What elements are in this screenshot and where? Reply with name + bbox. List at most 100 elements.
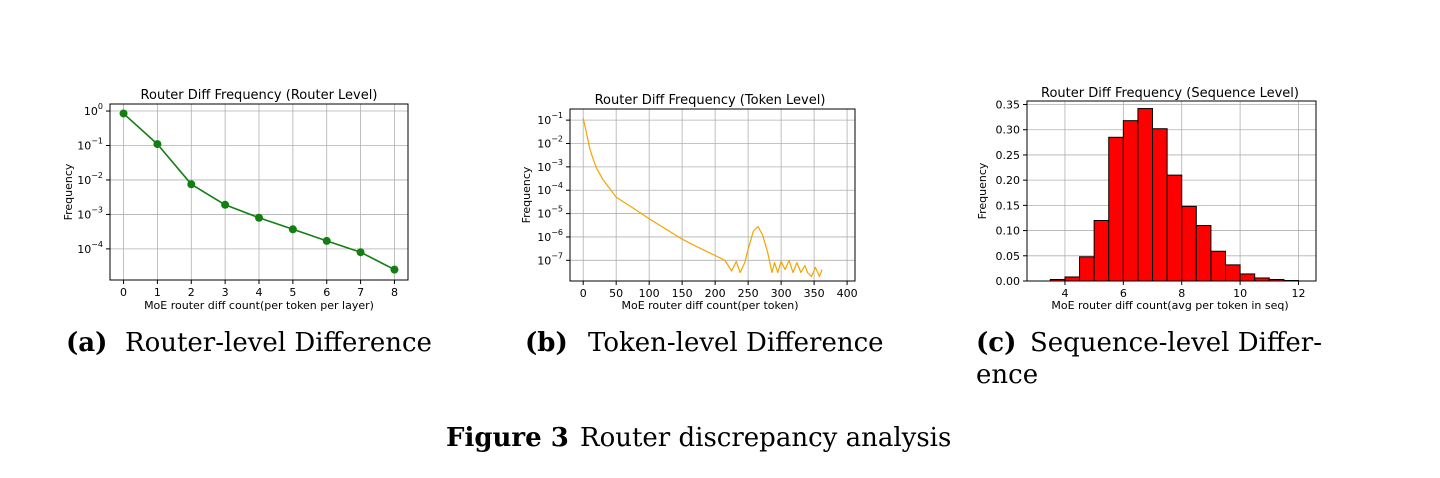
- sequence-y-tick-label: 0.30: [996, 124, 1021, 137]
- router-data-point: [119, 109, 128, 118]
- router-x-tick-label: 1: [154, 286, 161, 299]
- figure-caption-text: Router discrepancy analysis: [580, 423, 951, 453]
- sequence-histogram-bar: [1181, 205, 1197, 282]
- sequence-y-tick-label: 0.20: [996, 174, 1021, 187]
- sequence-histogram-bar: [1122, 120, 1139, 282]
- router-y-tick-label: 10−4: [77, 240, 103, 256]
- sequence-x-tick-label: 6: [1120, 287, 1127, 300]
- token-x-tick-label: 400: [837, 287, 858, 300]
- sequence-y-tick-label: 0.00: [996, 275, 1021, 288]
- router-x-tick-label: 6: [323, 286, 330, 299]
- token-y-tick-exponent: −1: [551, 111, 563, 120]
- sequence-histogram-bar: [1195, 225, 1212, 282]
- token-y-tick-base: 10: [537, 161, 551, 174]
- sequence-histogram-bar: [1210, 250, 1227, 282]
- token-y-tick-exponent: −2: [551, 135, 563, 144]
- token-y-tick-label: 10−6: [537, 228, 563, 244]
- token-y-tick-base: 10: [537, 231, 551, 244]
- router-x-tick-label: 2: [188, 286, 195, 299]
- token-plot-title: Router Diff Frequency (Token Level): [595, 93, 826, 108]
- router-data-point: [221, 200, 230, 209]
- sequence-histogram-bar: [1225, 264, 1241, 282]
- router-data-point: [356, 248, 365, 257]
- router-data-point: [390, 265, 399, 274]
- token-x-axis-label: MoE router diff count(per token): [621, 299, 798, 312]
- router-plot-title: Router Diff Frequency (Router Level): [141, 88, 378, 103]
- token-y-tick-label: 10−4: [537, 181, 563, 197]
- token-x-tick-label: 250: [738, 287, 759, 300]
- router-y-tick-exponent: −1: [91, 136, 103, 145]
- sequence-y-tick-label: 0.15: [996, 199, 1021, 212]
- sequence-y-tick-label: 0.05: [996, 250, 1021, 263]
- token-series-line: [582, 118, 823, 278]
- sequence-histogram-bar: [1064, 276, 1081, 282]
- router-y-axis-label: Frequency: [62, 163, 75, 220]
- router-y-tick-label: 10−3: [77, 205, 103, 221]
- caption-a-text: Router-level Difference: [125, 328, 432, 358]
- router-data-point: [255, 213, 263, 222]
- router-x-tick-label: 0: [120, 286, 127, 299]
- token-x-tick-label: 50: [609, 287, 623, 300]
- token-y-tick-exponent: −3: [551, 158, 563, 167]
- sequence-x-tick-label: 12: [1291, 287, 1305, 300]
- sequence-histogram-bar: [1166, 174, 1183, 282]
- router-data-point: [153, 140, 162, 149]
- router-y-tick-label: 10−1: [77, 136, 103, 152]
- router-y-tick-base: 10: [84, 105, 98, 118]
- token-plot-frame: [569, 108, 856, 282]
- router-x-tick-label: 7: [357, 286, 364, 299]
- sequence-histogram-bar: [1152, 128, 1168, 282]
- token-y-tick-exponent: −6: [551, 228, 563, 237]
- sequence-histogram-bar: [1093, 219, 1110, 282]
- panel-sequence-level: Router Diff Frequency (Sequence Level) 4…: [976, 86, 1317, 312]
- sequence-histogram-bar: [1239, 273, 1256, 282]
- caption-a-label: (a): [66, 328, 107, 358]
- token-y-tick-label: 10−1: [537, 111, 563, 127]
- router-x-tick-label: 4: [256, 286, 263, 299]
- router-y-tick-exponent: −3: [91, 205, 103, 214]
- caption-c-text-line1: Sequence-level Differ-: [1030, 328, 1322, 358]
- panel-token-level: Router Diff Frequency (Token Level) 0 50 1…: [520, 93, 858, 312]
- token-y-tick-base: 10: [537, 114, 551, 127]
- router-y-tick-base: 10: [77, 243, 91, 256]
- router-x-tick-label: 8: [391, 286, 398, 299]
- token-y-tick-base: 10: [537, 184, 551, 197]
- caption-b-label: (b): [525, 328, 568, 358]
- caption-b-text: Token-level Difference: [588, 328, 884, 358]
- token-x-tick-label: 350: [804, 287, 825, 300]
- sequence-histogram-bar: [1108, 136, 1124, 282]
- sequence-x-tick-label: 8: [1178, 287, 1185, 300]
- token-x-tick-label: 200: [705, 287, 726, 300]
- sequence-histogram-bar: [1079, 256, 1095, 282]
- router-y-tick-exponent: 0: [98, 102, 103, 111]
- sequence-y-tick-label: 0.10: [996, 225, 1021, 238]
- router-data-point: [288, 225, 297, 234]
- token-y-tick-label: 10−5: [537, 205, 563, 221]
- token-y-tick-label: 10−3: [537, 158, 563, 174]
- token-y-tick-label: 10−2: [537, 135, 563, 151]
- router-y-tick-exponent: −4: [91, 240, 103, 249]
- token-x-tick-label: 300: [771, 287, 792, 300]
- token-y-tick-base: 10: [537, 208, 551, 221]
- token-x-tick-label: 100: [639, 287, 660, 300]
- sequence-y-axis-label: Frequency: [976, 162, 989, 219]
- router-x-tick-label: 3: [222, 286, 229, 299]
- caption-c-text-line2: ence: [976, 360, 1038, 390]
- sequence-y-tick-label: 0.35: [996, 99, 1021, 112]
- sequence-x-tick-label: 4: [1061, 287, 1068, 300]
- sequence-y-tick-label: 0.25: [996, 149, 1021, 162]
- router-y-tick-base: 10: [77, 174, 91, 187]
- router-y-tick-label: 100: [84, 102, 103, 118]
- router-y-tick-label: 10−2: [77, 171, 103, 187]
- sequence-histogram-bar: [1137, 108, 1154, 282]
- token-y-tick-label: 10−7: [537, 251, 563, 267]
- sequence-x-tick-label: 10: [1233, 287, 1247, 300]
- router-x-tick-label: 5: [289, 286, 296, 299]
- token-y-tick-exponent: −7: [551, 251, 563, 260]
- sequence-plot-frame: [1026, 100, 1317, 282]
- router-data-point: [322, 236, 331, 245]
- sequence-plot-title: Router Diff Frequency (Sequence Level): [1041, 86, 1299, 101]
- figure-caption-label: Figure 3: [446, 423, 569, 453]
- sequence-x-axis-label: MoE router diff count(avg per token in s…: [1051, 299, 1288, 312]
